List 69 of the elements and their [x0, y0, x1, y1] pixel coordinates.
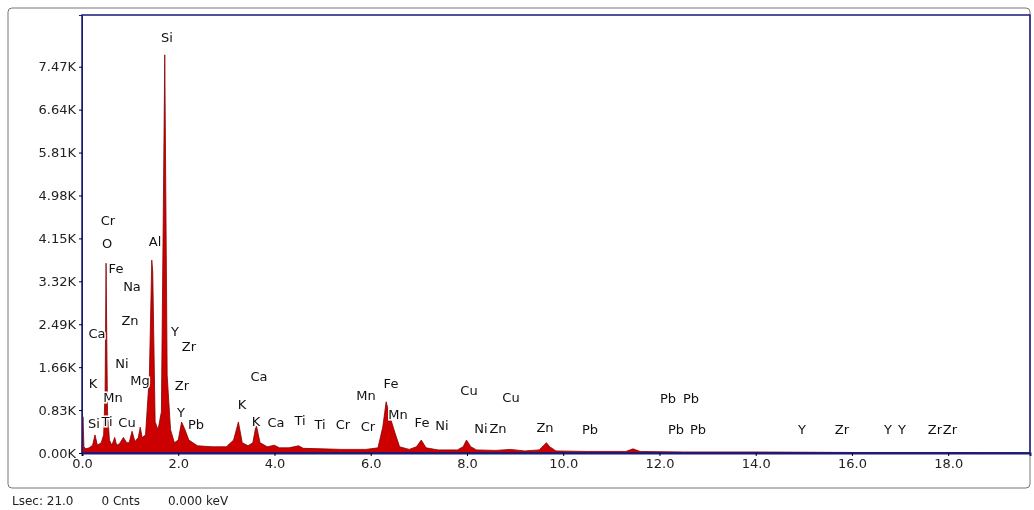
y-tick-label: 3.32K [38, 273, 77, 289]
y-tick-label: 2.49K [38, 316, 77, 332]
annotation: Pb [689, 421, 707, 437]
annotation: Ti [313, 416, 326, 432]
annotation: Ni [115, 355, 129, 371]
text: 0.000 keV [167, 494, 229, 508]
annotation: Y [797, 421, 807, 437]
annotation: Ti [293, 412, 306, 428]
annotation: K [237, 396, 247, 412]
annotation: Pb [682, 390, 700, 406]
text: 0 Cnts [101, 494, 140, 508]
x-tick-label: 0.0 [72, 456, 93, 472]
x-tick-label: 18.0 [934, 456, 964, 472]
annotation: Y [897, 421, 907, 437]
annotation: Pb [667, 421, 685, 437]
annotation: Ni [474, 420, 488, 436]
annotation: K [88, 375, 98, 391]
annotation: Pb [581, 421, 599, 437]
annotation: O [101, 235, 113, 251]
annotation: Mn [388, 406, 408, 422]
annotation: Zr [181, 338, 197, 354]
annotation: Y [176, 404, 186, 420]
annotation: Pb [659, 390, 677, 406]
x-tick-label: 14.0 [741, 456, 771, 472]
y-tick-label: 4.98K [38, 188, 77, 204]
x-tick-label: 12.0 [645, 456, 675, 472]
y-tick-label: 4.15K [38, 231, 77, 247]
annotation: Na [123, 278, 141, 294]
annotation: Ni [435, 417, 449, 433]
annotation: Fe [383, 375, 399, 391]
annotation: K [251, 413, 261, 429]
annotation: Cu [502, 389, 520, 405]
x-tick-label: 8.0 [457, 456, 478, 472]
annotation: Al [148, 233, 162, 249]
annotation: Cu [118, 414, 136, 430]
y-tick-label: 1.66K [38, 359, 77, 375]
annotation: Zn [489, 420, 507, 436]
y-tick-label: 5.81K [38, 145, 77, 161]
y-tick-label: 6.64K [38, 102, 77, 118]
y-tick-label: 0.83K [38, 402, 77, 418]
x-tick-label: 2.0 [168, 456, 190, 472]
x-tick-label: 10.0 [549, 456, 579, 472]
annotation: Zr [927, 421, 943, 437]
annotation: Fe [108, 260, 124, 276]
annotation: Y [170, 323, 180, 339]
x-tick-label: 4.0 [264, 456, 286, 472]
annotation: Ca [267, 414, 285, 430]
annotation: Zn [536, 419, 554, 435]
annotation: Ca [250, 368, 268, 384]
annotation: Zr [174, 377, 190, 393]
annotation: Mg [130, 372, 150, 388]
x-tick-label: 16.0 [837, 456, 867, 472]
annotation: Pb [187, 416, 205, 432]
annotation: Ca [88, 325, 106, 341]
annotation: Cr [335, 416, 351, 432]
text: Lsec: 21.0 [12, 494, 74, 508]
x-tick-label: 6.0 [360, 456, 382, 472]
annotation: Zr [942, 421, 958, 437]
annotation: Cr [100, 212, 116, 228]
annotation: Cr [360, 418, 376, 434]
annotation: Si [161, 29, 173, 45]
annotation: Mn [356, 387, 376, 403]
annotation: Zn [121, 312, 139, 328]
annotation: Zr [834, 421, 850, 437]
annotation: Y [883, 421, 893, 437]
annotation: Cu [460, 382, 478, 398]
annotation: Fe [414, 414, 430, 430]
annotation: Si [88, 415, 100, 431]
y-tick-label: 7.47K [38, 59, 77, 75]
